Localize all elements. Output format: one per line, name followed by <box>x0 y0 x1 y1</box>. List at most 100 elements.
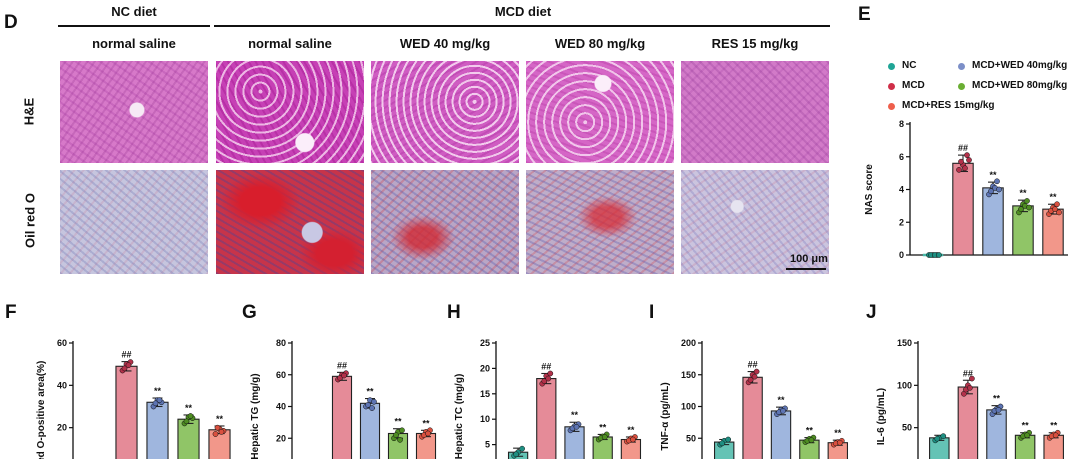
legend-marker-1 <box>888 83 895 90</box>
significance-label-3: ** <box>394 417 402 427</box>
y-tick-label: 25 <box>480 338 490 348</box>
y-tick-label: 2 <box>899 217 904 227</box>
bar-2 <box>770 410 792 459</box>
data-point-4 <box>1054 201 1060 208</box>
bar-2 <box>986 409 1007 459</box>
data-point-3 <box>183 418 190 425</box>
y-tick-label: 6 <box>899 152 904 162</box>
chart-e: E 0 2 4 6 8 NAS score ## ** ** ** <box>858 4 1068 260</box>
bar-2 <box>359 402 381 459</box>
data-point-3 <box>808 437 815 444</box>
data-point-3 <box>1024 198 1030 204</box>
y-axis-label: l red O-positive area(%) <box>36 361 47 459</box>
legend-marker-4 <box>958 83 965 90</box>
panel-letter-e: E <box>858 4 871 25</box>
y-tick-label: 200 <box>681 338 696 348</box>
y-tick-label: 8 <box>899 119 904 129</box>
data-point-1 <box>966 157 972 163</box>
data-point-2 <box>156 397 163 403</box>
significance-label-4: ** <box>627 425 635 435</box>
data-point-1 <box>969 375 975 382</box>
significance-label-2: ** <box>154 386 162 396</box>
y-tick-label: 15 <box>480 389 490 399</box>
data-point-4 <box>214 424 221 431</box>
bar-1 <box>952 162 974 256</box>
bar-4 <box>208 429 231 459</box>
chart-g: G 20 40 60 80 Hepatic TG (mg/g) ## ** ** ** <box>242 302 437 459</box>
oil-red-image-mcd <box>216 170 364 274</box>
data-point-1 <box>125 362 132 369</box>
data-point-2 <box>371 398 377 405</box>
significance-label-2: ** <box>571 410 579 420</box>
y-tick-label: 150 <box>681 370 696 380</box>
bar-1 <box>742 376 763 459</box>
bar-3 <box>177 418 200 459</box>
significance-label-1: ## <box>337 360 347 370</box>
data-point-3 <box>187 413 194 419</box>
chart-h: H 5 10 15 20 25 Hepatic TC (mg/g) ## ** ** ** <box>447 302 642 459</box>
data-point-1 <box>341 372 347 379</box>
data-point-4 <box>212 431 219 437</box>
significance-label-1: ## <box>121 350 131 360</box>
group-rule-nc-diet <box>58 25 210 27</box>
data-point-2 <box>995 407 1002 413</box>
significance-label-3: ** <box>185 403 193 413</box>
data-point-1 <box>967 385 973 391</box>
significance-label-3: ** <box>1022 421 1030 431</box>
bar-2 <box>146 401 169 459</box>
bar-2 <box>982 187 1004 256</box>
data-point-1 <box>751 373 758 380</box>
bar-3 <box>1012 205 1034 256</box>
bar-1 <box>536 378 557 459</box>
column-header-wed-40: WED 40 mg/kg <box>399 36 491 51</box>
significance-label-4: ** <box>422 418 430 428</box>
y-tick-label: 100 <box>897 380 912 390</box>
data-point-4 <box>630 436 636 443</box>
data-point-3 <box>1024 432 1030 439</box>
data-point-2 <box>994 178 1000 185</box>
significance-label-4: ** <box>1049 192 1057 202</box>
significance-label-1: ## <box>748 360 758 370</box>
y-tick-label: 5 <box>485 440 490 450</box>
data-point-0 <box>936 252 942 258</box>
y-axis-label: Hepatic TC (mg/g) <box>454 374 465 459</box>
data-point-3 <box>601 434 608 440</box>
panel-letter-j: J <box>866 302 877 323</box>
data-point-2 <box>369 405 375 411</box>
legend-marker-0 <box>888 63 895 70</box>
significance-label-4: ** <box>834 428 842 438</box>
data-point-0 <box>513 451 519 458</box>
y-tick-label: 50 <box>686 433 696 443</box>
group-header-nc-diet: NC diet <box>111 4 157 19</box>
y-tick-label: 80 <box>276 338 286 348</box>
y-tick-label: 4 <box>899 185 904 195</box>
data-point-2 <box>996 186 1002 193</box>
bar-3 <box>1014 434 1036 459</box>
panel-letter-d: D <box>4 12 18 33</box>
data-point-1 <box>545 375 552 382</box>
y-tick-label: 20 <box>276 433 286 443</box>
data-point-1 <box>958 158 964 165</box>
legend-label-0: NC <box>902 60 917 71</box>
data-point-4 <box>218 429 225 435</box>
bar-1 <box>331 375 353 459</box>
data-point-3 <box>399 427 405 434</box>
data-point-0 <box>934 435 941 442</box>
bar-4 <box>1042 208 1064 256</box>
y-tick-label: 60 <box>57 338 67 348</box>
oil-red-image-wed-40 <box>371 170 519 274</box>
significance-label-1: ## <box>541 361 551 371</box>
data-point-0 <box>719 440 726 447</box>
data-point-3 <box>397 436 403 443</box>
y-tick-label: 20 <box>57 423 67 433</box>
column-header-mcd-normal-saline: normal saline <box>248 36 332 51</box>
significance-label-2: ** <box>993 394 1001 404</box>
data-point-1 <box>547 370 554 377</box>
y-tick-label: 20 <box>480 363 490 373</box>
data-point-1 <box>964 152 970 158</box>
group-header-mcd-diet: MCD diet <box>494 4 552 19</box>
chart-f: F 20 40 60 l red O-positive area(%) ## ** ** ** <box>5 302 231 459</box>
significance-label-3: ** <box>1019 188 1027 198</box>
panel-letter-h: H <box>447 302 461 323</box>
